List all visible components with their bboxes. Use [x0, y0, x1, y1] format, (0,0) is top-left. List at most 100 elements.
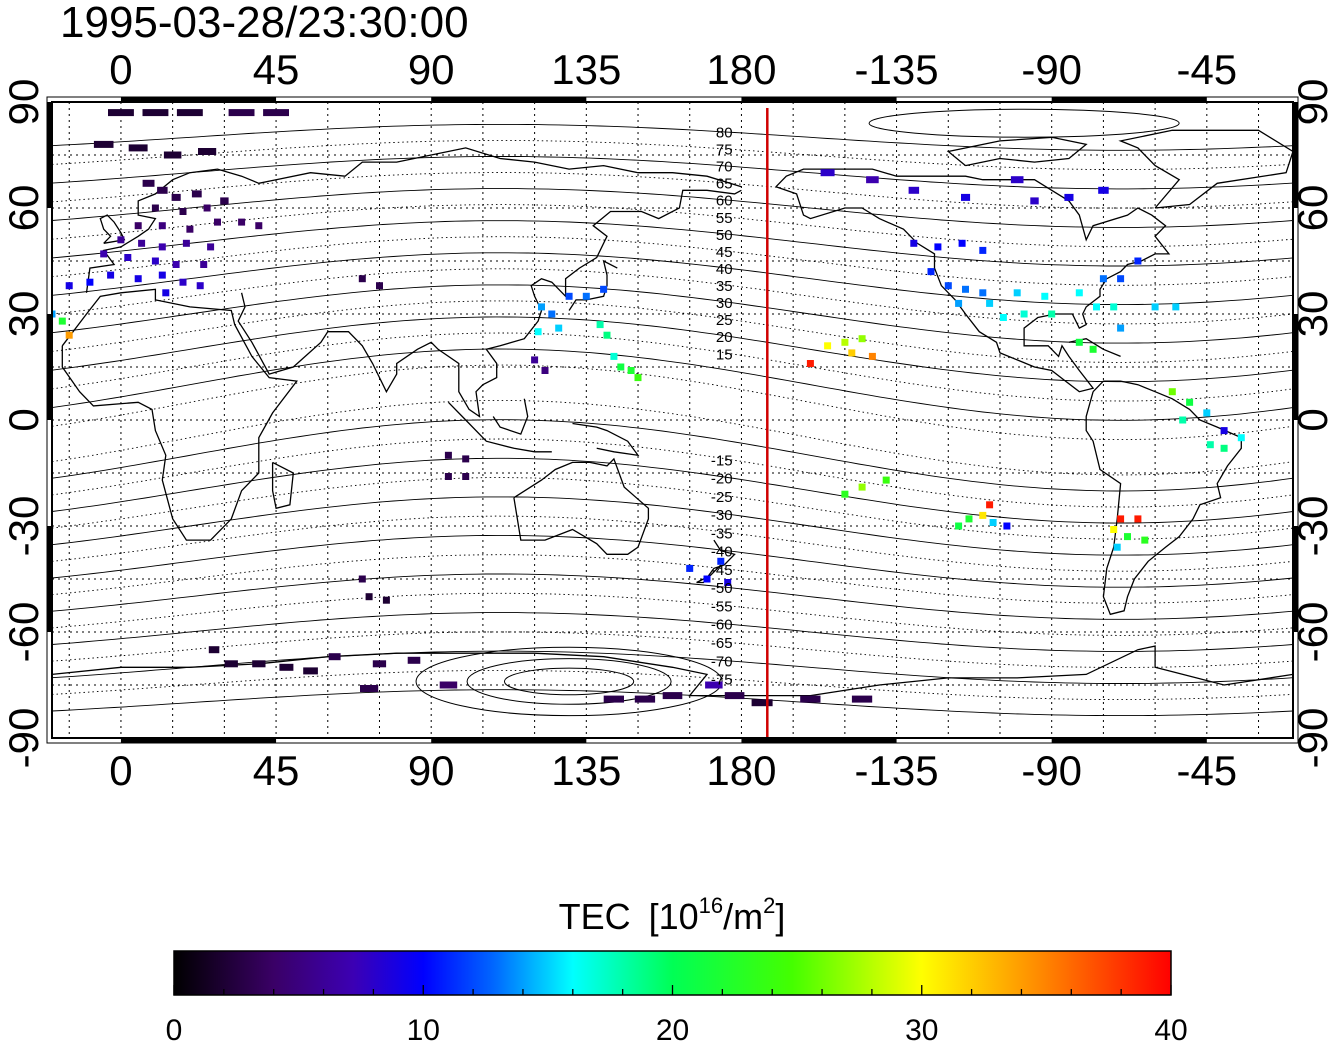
tec-point	[1168, 388, 1176, 396]
tec-point	[439, 681, 458, 689]
mag-contour	[52, 172, 1293, 209]
tec-point	[1141, 536, 1149, 544]
mag-contour	[52, 156, 1293, 190]
mag-lat-label: -20	[711, 471, 733, 488]
y-tick-label-left: -90	[0, 708, 47, 769]
mag-contour	[52, 457, 1293, 524]
tec-point	[86, 278, 94, 286]
x-tick-label-top: -90	[1021, 46, 1082, 93]
mag-lat-label: -25	[711, 489, 733, 506]
coastline-segment	[492, 398, 529, 435]
coastline-segment	[237, 189, 742, 418]
tec-point	[360, 685, 379, 692]
tec-point	[263, 109, 289, 117]
mag-contour	[52, 364, 1293, 441]
mag-lat-label: 70	[716, 159, 733, 176]
mag-contour	[52, 220, 1293, 267]
tec-point	[228, 109, 255, 117]
tec-point	[157, 186, 168, 194]
mag-contour	[52, 669, 1293, 701]
x-tick-label-bottom: -135	[855, 747, 939, 794]
tec-point	[93, 140, 114, 148]
mag-pole-contour	[415, 646, 723, 717]
tec-point	[751, 699, 773, 707]
y-tick-label-left: 30	[0, 291, 47, 338]
tec-point	[1075, 338, 1083, 346]
tec-point	[934, 243, 942, 251]
tec-point	[1172, 303, 1180, 311]
mag-lat-label: 60	[716, 193, 733, 210]
x-tick-label-bottom: 45	[253, 747, 300, 794]
tec-point	[176, 109, 203, 117]
tec-point	[538, 303, 545, 311]
tec-point	[1124, 533, 1131, 541]
tec-point	[162, 289, 170, 297]
mag-contour	[52, 252, 1293, 306]
coastlines	[52, 129, 1293, 697]
tec-point	[986, 299, 994, 307]
tec-point	[979, 246, 987, 254]
x-tick-label-bottom: -45	[1176, 747, 1237, 794]
tec-point	[1003, 522, 1011, 530]
tec-point	[1220, 444, 1228, 452]
tec-point	[372, 660, 387, 668]
tec-point	[882, 476, 890, 484]
tec-point	[1110, 526, 1118, 533]
tec-point	[841, 338, 849, 346]
y-axis-band-left	[47, 314, 52, 420]
tec-point	[255, 222, 263, 230]
mag-lat-label: 40	[716, 261, 733, 278]
y-tick-label-left: 90	[0, 79, 47, 126]
tec-point	[128, 144, 148, 152]
coastline-segment	[946, 136, 1088, 167]
tec-point	[328, 653, 341, 661]
x-tick-label-top: 0	[109, 46, 132, 93]
x-tick-label-bottom: 180	[706, 747, 776, 794]
coastline-segment	[513, 457, 650, 555]
tec-point	[910, 239, 918, 247]
tec-point	[610, 352, 618, 360]
tec-point	[603, 331, 611, 339]
tec-point	[151, 257, 159, 265]
tec-point	[238, 218, 246, 226]
coastline-segment	[61, 288, 298, 541]
mag-lat-label: 55	[716, 210, 733, 227]
tec-data-points	[52, 109, 1245, 707]
tec-point	[634, 695, 656, 703]
tec-point	[848, 349, 856, 357]
tec-point	[376, 282, 383, 290]
tec-point	[208, 646, 220, 654]
tec-point	[617, 363, 625, 371]
tec-point	[979, 511, 987, 519]
tec-point	[198, 148, 217, 155]
tec-point	[65, 282, 73, 290]
coastline-segment	[1085, 380, 1242, 616]
tec-point	[224, 660, 238, 668]
tec-point	[52, 310, 56, 318]
mag-lat-label: -35	[711, 525, 733, 542]
tec-point	[358, 275, 366, 283]
mag-lat-label: -45	[711, 562, 733, 579]
tec-point	[1117, 515, 1125, 523]
y-axis-band-left	[47, 102, 52, 208]
y-tick-label-left: 60	[0, 185, 47, 232]
tec-point	[134, 222, 142, 230]
y-axis-band-right	[1293, 526, 1298, 632]
tec-point	[634, 374, 642, 382]
tec-point	[724, 692, 745, 700]
mag-contour	[52, 316, 1293, 383]
mag-contour	[52, 399, 1293, 476]
mag-contour	[52, 496, 1293, 556]
mag-lat-label: 75	[716, 142, 733, 159]
tec-point	[182, 239, 190, 247]
colorbar-tick-label: 0	[166, 1014, 183, 1047]
tec-point	[1110, 303, 1118, 311]
colorbar-title-name: TEC	[559, 896, 631, 937]
colorbar-unit-exp: 16	[699, 893, 723, 918]
tec-point	[1179, 416, 1187, 424]
mag-pole-contour	[466, 658, 672, 705]
tec-point	[600, 285, 608, 293]
mag-lat-label: 15	[716, 346, 733, 363]
tec-point	[163, 151, 182, 159]
